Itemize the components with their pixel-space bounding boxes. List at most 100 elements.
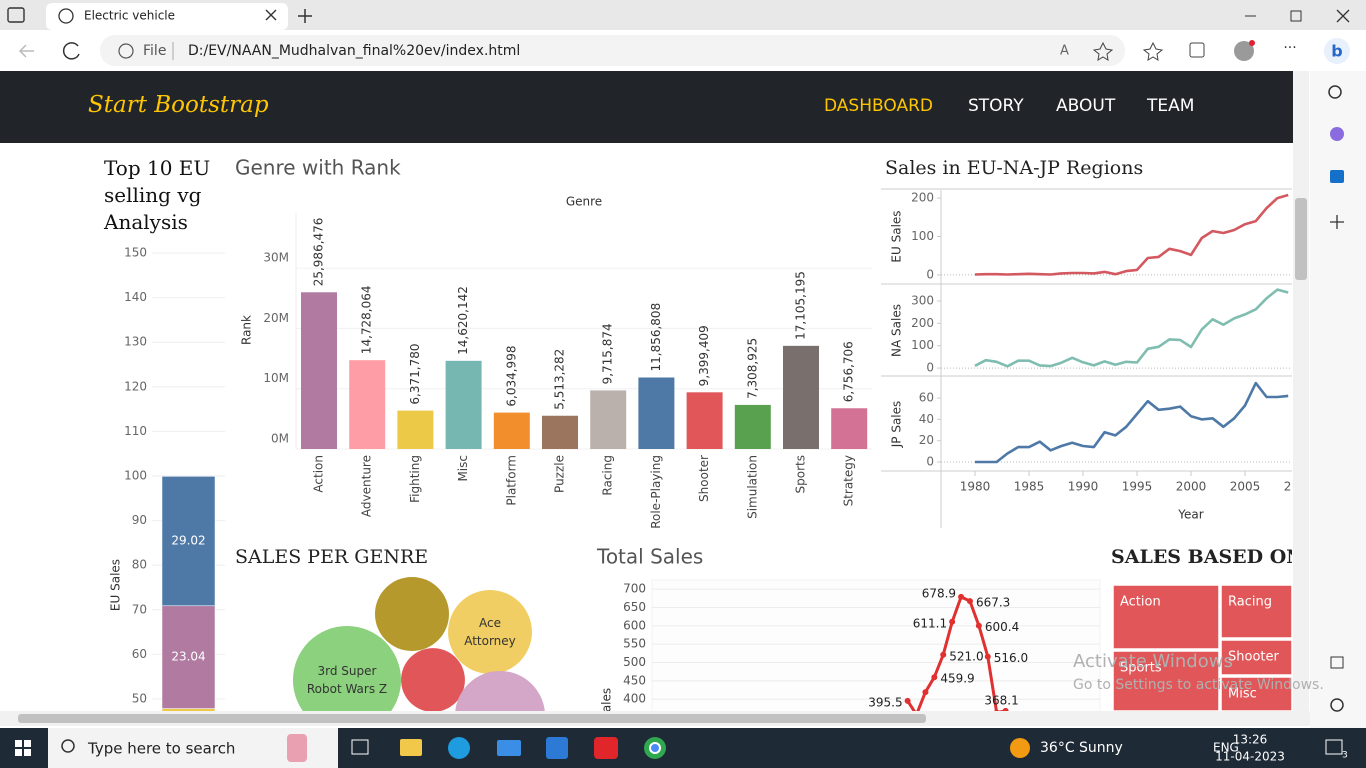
bar	[542, 415, 578, 449]
y-tick-label: 90	[132, 513, 147, 527]
explorer-icon[interactable]	[400, 739, 422, 756]
point	[949, 618, 956, 625]
bubble-label: 3rd Super Robot Wars Z	[306, 664, 388, 696]
x-tick-label: 1985	[1014, 480, 1045, 494]
bing-icon[interactable]	[1324, 38, 1350, 64]
nav-link[interactable]: DASHBOARD	[824, 96, 933, 116]
store-icon[interactable]	[546, 737, 568, 759]
value-label: 6,371,780	[408, 343, 422, 404]
x-tick-label: Fighting	[408, 455, 422, 503]
collections-icon[interactable]	[1189, 42, 1205, 58]
plot-area	[651, 579, 1101, 711]
sidebar-toggle[interactable]	[1330, 656, 1344, 669]
back-button[interactable]	[18, 44, 34, 58]
settings-icon[interactable]	[1330, 698, 1344, 712]
value-label: 11,856,808	[649, 303, 663, 372]
active-tab[interactable]	[46, 3, 288, 30]
start-button[interactable]	[15, 740, 31, 756]
y-tick-label: 500	[623, 655, 646, 669]
horizontal-thumb[interactable]	[18, 714, 926, 723]
bar	[638, 377, 675, 449]
x-axis-label: Year	[1177, 508, 1203, 522]
point	[940, 651, 947, 658]
x-tick-label: 1990	[1068, 480, 1099, 494]
point	[994, 709, 1000, 711]
chart-title: Top 10 EU selling vg Analysis	[104, 156, 211, 234]
bubble	[374, 576, 450, 652]
sidebar-app[interactable]	[1330, 127, 1344, 141]
point	[1002, 707, 1009, 711]
y-axis-label: ales	[600, 688, 614, 712]
profile-icon[interactable]	[1234, 41, 1254, 61]
reload-button[interactable]	[62, 42, 80, 60]
x-tick-label: Role-Playing	[649, 455, 663, 529]
x-tick-label: 2000	[1176, 480, 1207, 494]
y-tick-label: 60	[919, 391, 934, 405]
y-tick-label: 40	[919, 412, 934, 426]
point	[922, 689, 929, 696]
y-tick-label: 400	[623, 692, 646, 706]
y-axis-label: EU Sales	[890, 210, 904, 262]
x-tick-label: Action	[312, 455, 326, 493]
new-tab[interactable]	[298, 9, 312, 23]
tab-icon	[58, 8, 74, 24]
wps-icon[interactable]	[594, 737, 618, 759]
task-view[interactable]	[351, 739, 369, 755]
treemap-cell	[1112, 650, 1220, 711]
vertical-thumb[interactable]	[1295, 198, 1307, 280]
add-sidebar[interactable]	[1330, 215, 1344, 229]
close-window[interactable]	[1336, 9, 1350, 23]
favorites-icon[interactable]	[1142, 41, 1164, 61]
language[interactable]: ENG	[1213, 741, 1239, 755]
menu-icon[interactable]: ···	[1283, 40, 1296, 56]
y-tick-label: 200	[911, 191, 934, 205]
value-label: 14,728,064	[360, 285, 374, 354]
bar	[301, 292, 337, 449]
value-label: 6,034,998	[504, 346, 518, 407]
url: D:/EV/NAAN_Mudhalvan_final%20ev/index.ht…	[188, 43, 520, 59]
bar	[590, 390, 627, 449]
file-label: File	[143, 43, 166, 59]
y-tick-label: 80	[132, 558, 147, 572]
y-tick-label: 10M	[263, 371, 289, 385]
notification-icon[interactable]	[1325, 739, 1343, 755]
mail-icon[interactable]	[497, 740, 521, 756]
value-label: 678.9	[922, 586, 956, 600]
value-label: 395.5	[868, 695, 902, 709]
clock-time[interactable]: 13:26	[1233, 733, 1268, 747]
x-tick-label: Platform	[504, 455, 518, 506]
search-sidebar[interactable]	[1328, 85, 1342, 99]
bar	[493, 412, 530, 449]
tab-close[interactable]	[265, 9, 277, 21]
bar	[686, 392, 723, 449]
series-line	[975, 381, 1289, 464]
bubble	[455, 670, 545, 711]
read-aloud[interactable]: A	[1060, 44, 1069, 59]
y-tick-label: 100	[911, 338, 934, 352]
info-icon[interactable]	[118, 43, 134, 59]
brand[interactable]: Start Bootstrap	[88, 92, 269, 118]
nav-link[interactable]: ABOUT	[1056, 96, 1116, 116]
chart-header: Genre	[566, 195, 602, 209]
x-tick-label: Racing	[601, 455, 615, 496]
value-label: 600.4	[985, 620, 1019, 634]
outlook-icon[interactable]	[1330, 170, 1344, 183]
y-tick-label: 450	[623, 673, 646, 687]
weather-icon[interactable]	[1010, 738, 1030, 758]
value-label: 17,105,195	[794, 271, 808, 340]
value-label: 667.3	[976, 596, 1010, 610]
tab-actions[interactable]	[7, 7, 25, 23]
restore[interactable]	[1290, 10, 1302, 22]
nav-link[interactable]: TEAM	[1146, 96, 1194, 116]
segment-label: 23.04	[171, 650, 205, 664]
nav-link[interactable]: STORY	[968, 96, 1024, 116]
edge-icon[interactable]	[448, 737, 470, 759]
address-box[interactable]	[100, 35, 1125, 66]
favorite-icon[interactable]	[1092, 41, 1114, 61]
clock-date[interactable]: 11-04-2023	[1215, 750, 1285, 764]
vertical-scrollbar[interactable]	[1293, 71, 1309, 711]
y-tick-label: 20	[919, 433, 934, 447]
bar	[783, 345, 819, 449]
